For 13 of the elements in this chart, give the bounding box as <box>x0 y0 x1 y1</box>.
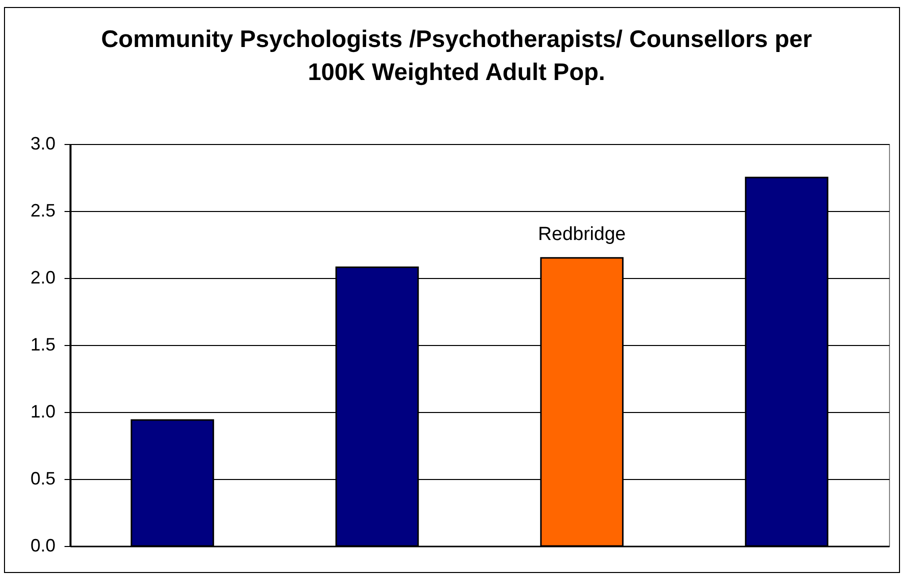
chart-title: Community Psychologists /Psychotherapists/ Counsellors per 100K Weighted Adult Pop. <box>101 26 812 86</box>
y-tick-label: 1.5 <box>30 334 56 354</box>
bar <box>744 176 828 547</box>
y-tick-label: 0.0 <box>30 536 56 556</box>
bar <box>335 266 419 547</box>
x-tick-label: Redbridge <box>538 224 626 245</box>
y-tick-label: 2.5 <box>30 200 56 220</box>
bar <box>540 257 624 547</box>
y-tick-label: 0.5 <box>30 468 56 488</box>
y-tick-label: 2.0 <box>30 268 56 288</box>
y-tick-label: 3.0 <box>30 134 56 154</box>
y-tick-label: 1.0 <box>30 402 56 422</box>
bar <box>130 419 214 547</box>
